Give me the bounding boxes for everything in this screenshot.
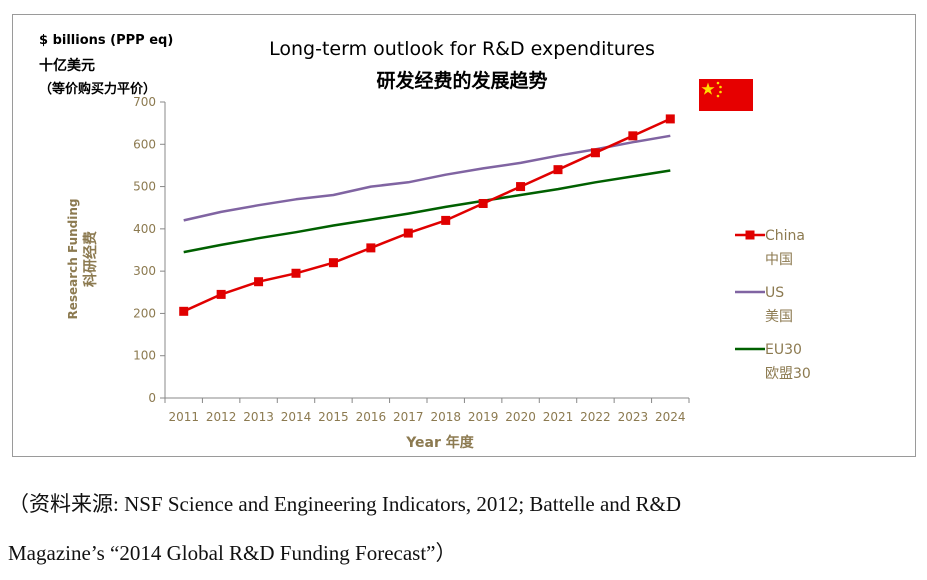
legend-label-china: China: [765, 228, 805, 244]
legend-label-eu30: EU30: [765, 342, 802, 358]
y-tick-label: 700: [133, 95, 156, 109]
flag-background: [699, 79, 753, 111]
chart-title: Long-term outlook for R&D expenditures: [269, 38, 655, 60]
data-point-china: [328, 258, 338, 268]
data-point-china: [291, 268, 301, 278]
data-point-china: [516, 182, 526, 192]
y-tick-label: 600: [133, 137, 156, 151]
data-point-china: [403, 228, 413, 238]
source-caption-line-1: （资料来源: NSF Science and Engineering Indic…: [8, 492, 682, 516]
y-tick-label: 200: [133, 306, 156, 320]
y-tick-label: 0: [148, 391, 156, 405]
flag-small-star: [719, 90, 722, 94]
y-axis-label-zh: 科研经费: [82, 231, 99, 287]
series-line-china: [183, 117, 671, 313]
y-tick-label: 100: [133, 349, 156, 363]
y-tick-label: 500: [133, 180, 156, 194]
unit-label-zh: 十亿美元: [39, 58, 95, 74]
data-point-china: [553, 165, 563, 175]
legend-label-zh-china: 中国: [765, 252, 793, 268]
y-axis-label: Research Funding: [66, 198, 80, 319]
x-tick-label: 2014: [281, 410, 312, 424]
chart-frame: $ billions (PPP eq) 十亿美元 （等价购买力平价） Long-…: [12, 14, 916, 457]
data-point-china: [216, 289, 226, 299]
legend-label-zh-eu30: 欧盟30: [765, 366, 811, 382]
data-point-china: [254, 277, 264, 287]
data-point-china: [478, 198, 488, 208]
legend: China 中国 US 美国 EU30 欧盟30: [735, 228, 811, 382]
data-point-china: [665, 114, 675, 124]
x-tick-label: 2019: [468, 410, 499, 424]
series-line-eu30: [183, 169, 671, 254]
china-flag: [699, 79, 753, 111]
data-point-china: [179, 306, 189, 316]
source-caption-line-2: Magazine’s “2014 Global R&D Funding Fore…: [8, 541, 457, 565]
flag-small-star: [719, 85, 722, 89]
x-tick-label: 2020: [505, 410, 536, 424]
flag-small-star: [716, 81, 720, 85]
legend-marker-china: [745, 230, 755, 240]
x-tick-label: 2022: [580, 410, 611, 424]
flag-big-star: [701, 82, 715, 95]
unit-label: $ billions (PPP eq): [39, 33, 174, 48]
y-tick-label: 300: [133, 264, 156, 278]
x-tick-label: 2024: [655, 410, 686, 424]
x-tick-label: 2017: [393, 410, 424, 424]
x-tick-label: 2012: [206, 410, 237, 424]
data-point-china: [628, 131, 638, 141]
x-tick-label: 2015: [318, 410, 349, 424]
x-axis-label: Year 年度: [405, 434, 475, 451]
chart-area: Long-term outlook for R&D expenditures 研…: [66, 38, 811, 451]
series-line-us: [183, 134, 671, 222]
chart-subtitle: 研发经费的发展趋势: [376, 69, 547, 92]
x-tick-label: 2013: [243, 410, 274, 424]
x-tick-label: 2018: [430, 410, 461, 424]
x-tick-label: 2016: [356, 410, 387, 424]
x-tick-label: 2023: [618, 410, 649, 424]
data-point-china: [366, 243, 376, 253]
data-point-china: [441, 215, 451, 225]
x-tick-label: 2011: [168, 410, 199, 424]
axes: 0 100 200 300 400 500 600 700 2011 2012 2013 2014 20…: [133, 95, 690, 424]
flag-small-star: [716, 94, 720, 98]
series-layer: [179, 114, 675, 316]
x-tick-label: 2021: [543, 410, 574, 424]
legend-label-us: US: [765, 285, 784, 301]
data-point-china: [590, 148, 600, 158]
legend-label-zh-us: 美国: [765, 309, 793, 325]
y-tick-label: 400: [133, 222, 156, 236]
unit-label-zh-note: （等价购买力平价）: [39, 82, 157, 97]
